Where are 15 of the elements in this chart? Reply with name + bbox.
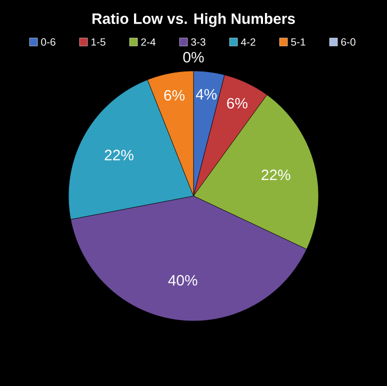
data-label: 6% <box>164 90 185 101</box>
legend-label: 0-6 <box>41 38 56 46</box>
legend-label: 3-3 <box>191 38 206 46</box>
data-label: 40% <box>168 275 198 286</box>
data-label: 6% <box>227 98 248 109</box>
legend-label: 1-5 <box>91 38 106 46</box>
legend-label: 2-4 <box>141 38 156 46</box>
legend-label: 5-1 <box>291 38 306 46</box>
data-label: 22% <box>262 170 290 180</box>
text: 0% <box>183 52 204 62</box>
legend-label: 6-0 <box>341 38 356 46</box>
data-label: 22% <box>104 150 134 160</box>
chart-title: Ratio Low vs. High Numbers <box>92 13 295 27</box>
data-label: 4% <box>196 89 217 100</box>
legend-label: 4-2 <box>240 38 256 46</box>
